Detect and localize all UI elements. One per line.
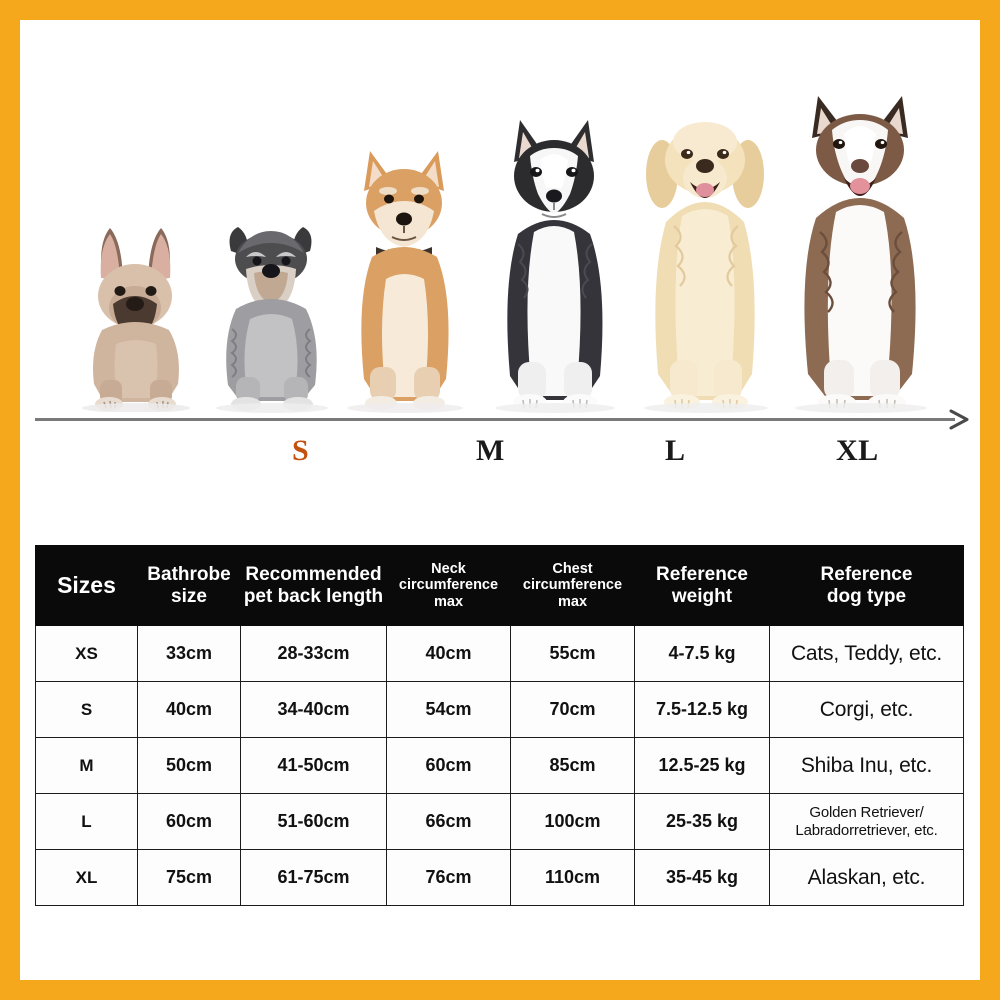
axis-label-xl: XL <box>836 434 879 467</box>
cell-dog-type: Cats, Teddy, etc. <box>769 625 964 682</box>
cell-chest: 85cm <box>510 737 635 794</box>
cell-bathrobe-size: 75cm <box>137 849 241 906</box>
cell-weight: 7.5-12.5 kg <box>634 681 770 738</box>
cell-dog-type: Alaskan, etc. <box>769 849 964 906</box>
cell-dog-type: Golden Retriever/ Labradorretriever, etc… <box>769 793 964 850</box>
cell-size: XL <box>35 849 138 906</box>
cell-bathrobe-size: 50cm <box>137 737 241 794</box>
header-sizes: Sizes <box>35 545 138 626</box>
cell-size: L <box>35 793 138 850</box>
header-back-length: Recommended pet back length <box>240 545 387 626</box>
axis-label-s: S <box>292 434 310 467</box>
cell-neck: 54cm <box>386 681 511 738</box>
cell-chest: 100cm <box>510 793 635 850</box>
cell-bathrobe-size: 40cm <box>137 681 241 738</box>
cell-dog-type: Corgi, etc. <box>769 681 964 738</box>
dog-husky <box>482 114 627 414</box>
cell-bathrobe-size: 60cm <box>137 793 241 850</box>
right-arrow-icon <box>947 409 973 431</box>
cell-dog-type-line1: Golden Retriever/ <box>809 803 924 821</box>
table-row: XL 75cm 61-75cm 76cm 110cm 35-45 kg Alas… <box>35 849 964 906</box>
cell-weight: 25-35 kg <box>634 793 770 850</box>
cell-chest: 110cm <box>510 849 635 906</box>
size-chart-table: Sizes Bathrobe size Recommended pet back… <box>35 545 964 906</box>
dog-schnauzer <box>202 199 342 414</box>
header-reference-dog-type: Reference dog type <box>769 545 964 626</box>
size-axis <box>35 409 980 431</box>
cell-dog-type-line2: Labradorretriever, etc. <box>795 821 938 839</box>
dog-french-bulldog <box>68 212 203 412</box>
cell-neck: 76cm <box>386 849 511 906</box>
table-row: L 60cm 51-60cm 66cm 100cm 25-35 kg Golde… <box>35 793 964 850</box>
cell-chest: 70cm <box>510 681 635 738</box>
cell-back-length: 34-40cm <box>240 681 387 738</box>
axis-line <box>35 418 955 421</box>
table-row: XS 33cm 28-33cm 40cm 55cm 4-7.5 kg Cats,… <box>35 625 964 682</box>
dog-shiba-inu <box>334 139 474 414</box>
dog-alaskan-malamute <box>782 92 940 414</box>
cell-size: M <box>35 737 138 794</box>
cell-back-length: 41-50cm <box>240 737 387 794</box>
cell-weight: 4-7.5 kg <box>634 625 770 682</box>
cell-size: XS <box>35 625 138 682</box>
cell-back-length: 61-75cm <box>240 849 387 906</box>
dog-size-comparison-illustration: S M L XL <box>20 20 980 467</box>
table-row: M 50cm 41-50cm 60cm 85cm 12.5-25 kg Shib… <box>35 737 964 794</box>
cell-bathrobe-size: 33cm <box>137 625 241 682</box>
table-header-row: Sizes Bathrobe size Recommended pet back… <box>35 545 964 626</box>
cell-neck: 66cm <box>386 793 511 850</box>
cell-chest: 55cm <box>510 625 635 682</box>
header-reference-weight: Reference weight <box>634 545 770 626</box>
dog-golden-retriever <box>630 102 780 414</box>
header-chest-circumference: Chest circumference max <box>510 545 635 626</box>
header-neck-circumference: Neck circumference max <box>386 545 511 626</box>
cell-weight: 35-45 kg <box>634 849 770 906</box>
cell-back-length: 51-60cm <box>240 793 387 850</box>
chart-inner-panel: S M L XL Sizes B <box>20 20 980 980</box>
axis-label-l: L <box>665 434 686 467</box>
cell-size: S <box>35 681 138 738</box>
cell-neck: 40cm <box>386 625 511 682</box>
table-row: S 40cm 34-40cm 54cm 70cm 7.5-12.5 kg Cor… <box>35 681 964 738</box>
cell-back-length: 28-33cm <box>240 625 387 682</box>
header-bathrobe-size: Bathrobe size <box>137 545 241 626</box>
cell-weight: 12.5-25 kg <box>634 737 770 794</box>
cell-neck: 60cm <box>386 737 511 794</box>
cell-dog-type: Shiba Inu, etc. <box>769 737 964 794</box>
axis-label-m: M <box>476 434 505 467</box>
